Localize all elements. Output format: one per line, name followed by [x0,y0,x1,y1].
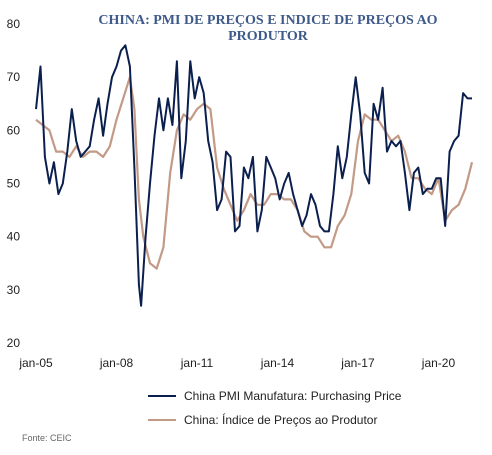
x-tick-label: jan-08 [99,356,134,370]
legend-label-purchasing-price: China PMI Manufatura: Purchasing Price [184,389,402,403]
x-tick-label: jan-11 [180,356,214,370]
y-tick-label: 70 [7,70,21,84]
legend: China PMI Manufatura: Purchasing Price C… [148,389,402,427]
source-note: Fonte: CEIC [22,433,72,443]
y-axis-ticks: 20 30 40 50 60 70 80 [7,17,21,350]
series-lines [35,44,474,307]
x-tick-label: jan-05 [18,356,53,370]
y-tick-label: 40 [7,230,21,244]
chart-title-line-2: PRODUTOR [228,29,309,44]
series-line-purchasing-price [35,44,472,307]
chart-title-line-1: CHINA: PMI DE PREÇOS E INDICE DE PREÇOS … [98,13,437,28]
legend-label-ppi: China: Índice de Preços ao Produtor [184,412,377,427]
y-tick-label: 50 [7,177,21,191]
x-tick-label: jan-17 [340,356,375,370]
series-line-ppi [35,76,474,270]
y-tick-label: 20 [7,336,21,350]
x-axis-ticks: jan-05 jan-08 jan-11 jan-14 jan-17 jan-20 [18,356,455,370]
y-tick-label: 60 [7,123,21,137]
y-tick-label: 30 [7,283,21,297]
y-tick-label: 80 [7,17,21,31]
x-tick-label: jan-14 [260,356,295,370]
x-tick-label: jan-20 [421,356,456,370]
